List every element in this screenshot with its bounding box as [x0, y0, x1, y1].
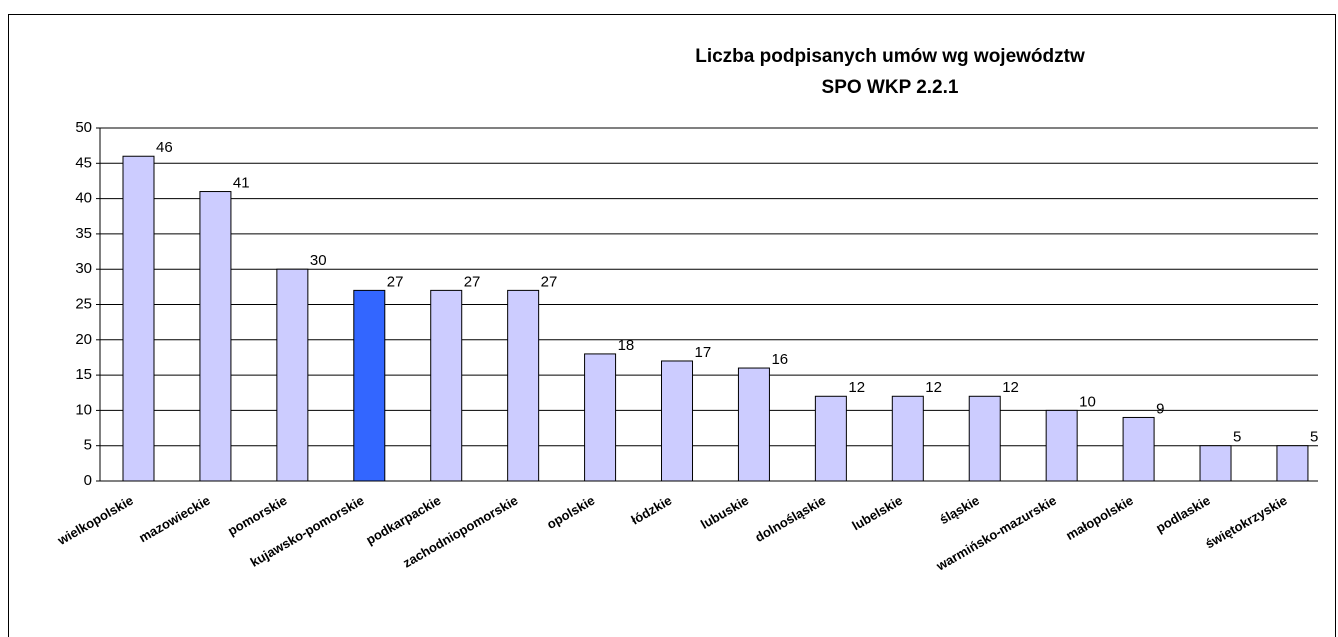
y-tick-label: 25: [75, 295, 92, 312]
value-label: 5: [1233, 429, 1241, 446]
bar: [507, 289, 540, 482]
x-tick-label: śląskie: [937, 493, 982, 528]
x-tick-label: pomorskie: [225, 493, 289, 539]
x-tick-label: małopolskie: [1063, 493, 1136, 544]
bar: [1199, 445, 1232, 482]
bar: [891, 395, 924, 482]
value-label: 16: [771, 351, 788, 368]
value-label: 18: [618, 337, 635, 354]
y-tick-label: 20: [75, 331, 92, 348]
bar: [276, 268, 309, 482]
chart-title: Liczba podpisanych umów wg województw: [695, 46, 1085, 67]
bar: [1276, 445, 1309, 482]
x-tick-label: dolnośląskie: [752, 493, 828, 545]
value-label: 12: [925, 379, 942, 396]
value-label: 5: [1310, 429, 1318, 446]
y-tick-label: 50: [75, 119, 92, 136]
x-tick-label: podlaskie: [1153, 493, 1212, 536]
y-tick-label: 45: [75, 154, 92, 171]
value-label: 12: [1002, 379, 1019, 396]
y-tick-label: 30: [75, 260, 92, 277]
bar: [353, 289, 386, 482]
y-tick-label: 15: [75, 366, 92, 383]
bar: [968, 395, 1001, 482]
x-tick-label: świętokrzyskie: [1203, 493, 1290, 552]
bar: [1122, 416, 1155, 482]
value-label: 27: [464, 273, 481, 290]
value-label: 41: [233, 175, 250, 192]
x-tick-label: opolskie: [544, 493, 597, 532]
bar: [814, 395, 847, 482]
y-tick-label: 10: [75, 401, 92, 418]
y-tick-label: 0: [84, 472, 92, 489]
bar: [661, 360, 694, 482]
value-label: 9: [1156, 400, 1164, 417]
y-tick-label: 40: [75, 190, 92, 207]
bar: [584, 353, 617, 482]
value-label: 12: [848, 379, 865, 396]
bar: [1045, 409, 1078, 482]
bar: [122, 155, 155, 482]
value-label: 10: [1079, 393, 1096, 410]
value-label: 46: [156, 139, 173, 156]
x-tick-label: lubelskie: [849, 493, 905, 534]
y-tick-label: 35: [75, 225, 92, 242]
bar: [199, 191, 232, 482]
value-label: 30: [310, 252, 327, 269]
x-tick-label: mazowieckie: [136, 493, 212, 546]
x-tick-label: wielkopolskie: [54, 493, 136, 549]
bar: [737, 367, 770, 482]
x-tick-label: lubuskie: [698, 493, 751, 532]
y-tick-label: 5: [84, 437, 92, 454]
chart-subtitle: SPO WKP 2.2.1: [822, 77, 959, 98]
value-label: 27: [387, 273, 404, 290]
value-label: 17: [695, 344, 712, 361]
value-label: 27: [541, 273, 558, 290]
x-tick-label: łódzkie: [629, 493, 675, 528]
chart-frame: [8, 14, 1336, 637]
bar: [430, 289, 463, 482]
